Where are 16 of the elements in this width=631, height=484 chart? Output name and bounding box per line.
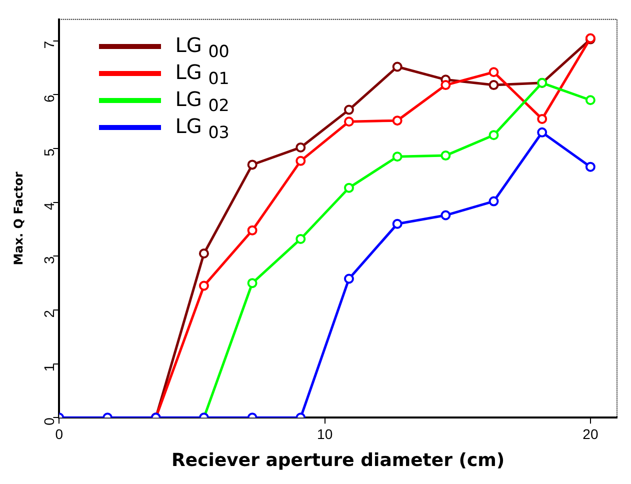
x-tick-label: 20: [582, 426, 598, 442]
y-axis-title: Max. Q Factor: [11, 172, 26, 266]
x-axis-title: Reciever aperture diameter (cm): [172, 450, 505, 471]
legend-label: LG $_{01}$: [175, 60, 230, 88]
legend-label: LG $_{03}$: [175, 114, 230, 142]
y-tick-label: 4: [41, 202, 58, 210]
y-tick-label: 7: [41, 40, 58, 49]
legend-label: LG $_{02}$: [175, 86, 230, 115]
y-tick-label: 0: [41, 417, 58, 426]
y-tick-label: 2: [41, 310, 58, 318]
x-tick-label: 10: [317, 426, 333, 442]
y-tick-label: 1: [41, 364, 58, 372]
y-tick-label: 6: [41, 94, 58, 103]
y-tick-label: 3: [41, 256, 58, 264]
legend-label: LG $_{00}$: [175, 32, 230, 61]
y-tick-label: 5: [41, 148, 58, 156]
